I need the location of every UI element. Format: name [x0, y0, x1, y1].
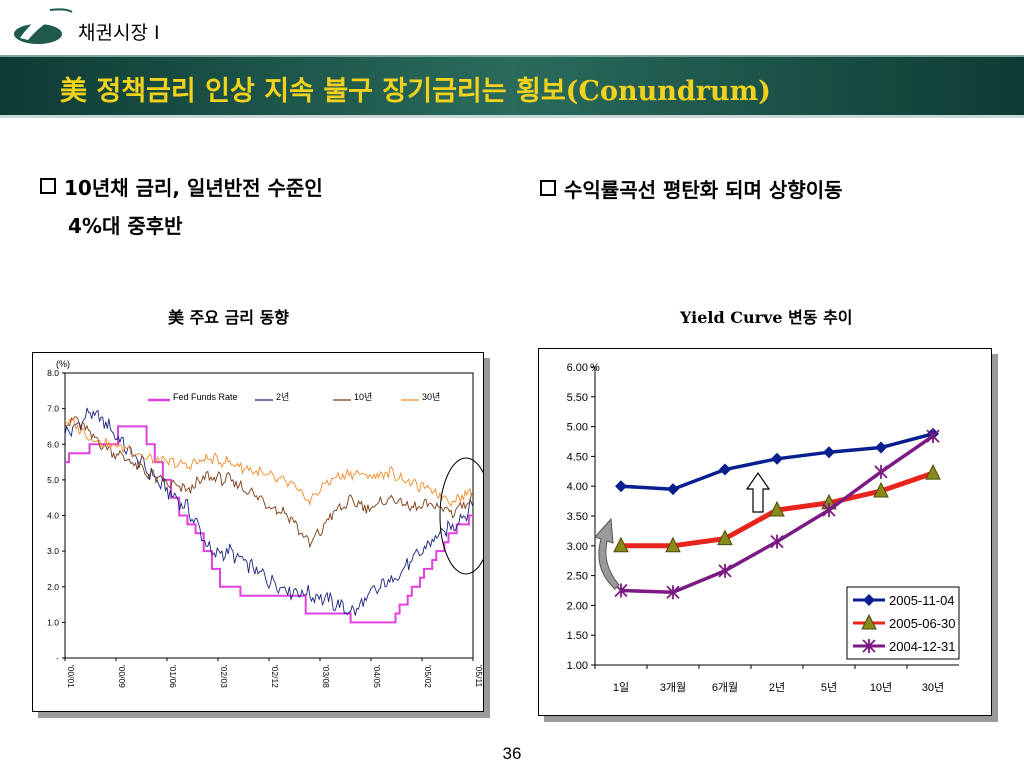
y-tick-label: 4.0	[47, 511, 59, 521]
y-tick-label: 5.00	[567, 422, 588, 434]
y-unit-label: (%)	[56, 359, 70, 369]
x-tick-label: '03/08	[321, 665, 331, 688]
x-tick-label: 2년	[769, 681, 785, 694]
title-banner: 美 정책금리 인상 지속 불구 장기금리는 횡보(Conundrum)	[0, 55, 1024, 118]
curved-arrow-icon	[594, 517, 620, 590]
y-tick-label: 5.0	[47, 475, 59, 485]
marker-triangle	[769, 500, 785, 517]
marker-asterisk	[874, 464, 888, 479]
x-tick-label: '05/02	[423, 665, 433, 688]
marker-asterisk	[718, 563, 732, 578]
y-tick-label: -	[56, 653, 59, 663]
legend-label: 2005-11-04	[889, 593, 955, 608]
x-tick-label: 30년	[922, 681, 944, 694]
y-tick-label: 4.00	[567, 481, 588, 493]
x-tick-label: '02/03	[219, 665, 229, 688]
marker-triangle	[613, 536, 629, 553]
y-unit-label: %	[590, 362, 600, 374]
right-chart-frame: 1.00 1.50 2.00 2.50 3.00 3.50 4.00 4.50 5.00 5.50…	[538, 348, 992, 716]
page-number: 36	[502, 744, 522, 763]
x-tick-label: 1일	[613, 680, 629, 694]
y-tick-label: 1.50	[567, 630, 588, 642]
y-tick-label: 3.50	[567, 511, 588, 523]
yield-curve-chart: 1.00 1.50 2.00 2.50 3.00 3.50 4.00 4.50 5.00 5.50…	[567, 362, 960, 694]
left-chart-title: 美 주요 금리 동향	[168, 308, 290, 327]
checkbox-bullet-icon	[540, 180, 556, 196]
marker-diamond	[667, 483, 679, 496]
y-tick-label: 8.0	[47, 368, 59, 378]
y-tick-label: 3.00	[567, 541, 588, 553]
y-tick-label: 2.00	[567, 600, 588, 612]
company-logo	[14, 8, 73, 44]
marker-diamond	[823, 446, 835, 459]
marker-diamond	[771, 452, 783, 465]
x-tick-label: '02/12	[270, 665, 280, 688]
legend-label: 30년	[422, 392, 440, 402]
series-line-10년	[64, 416, 474, 549]
right-chart-title: Yield Curve 변동 추이	[680, 308, 853, 327]
bullet-left-line2: 4%대 중후반	[68, 214, 183, 238]
checkbox-bullet-icon	[40, 178, 56, 194]
legend-label: 2005-06-30	[889, 616, 956, 631]
series-line-2년	[64, 407, 474, 616]
bullet-left-line1: 10년채 금리, 일년반전 수준인	[64, 176, 323, 200]
x-tick-label: 3개월	[660, 681, 686, 694]
plot-area	[64, 372, 474, 659]
left-chart-frame: (%) - 1.0 2.0 3.0 4.0 5.0 6.0 7.0 8.0 '00/01 '00/09…	[32, 352, 493, 712]
y-tick-label: 5.50	[567, 392, 588, 404]
marker-asterisk	[666, 585, 680, 600]
series-line-30년	[64, 417, 474, 508]
marker-triangle	[925, 463, 941, 480]
up-arrow-icon	[745, 471, 771, 513]
y-tick-label: 2.0	[47, 582, 59, 592]
marker-asterisk	[862, 639, 876, 653]
x-tick-label: '04/05	[372, 665, 382, 688]
marker-diamond	[719, 463, 731, 476]
marker-triangle	[861, 613, 877, 630]
y-tick-label: 6.0	[47, 439, 59, 449]
y-tick-label: 3.0	[47, 546, 59, 556]
legend-label: Fed Funds Rate	[173, 392, 238, 402]
y-tick-label: 1.00	[567, 660, 588, 672]
x-tick-label: 6개월	[712, 681, 738, 694]
legend-label: 10년	[354, 392, 372, 402]
marker-triangle	[717, 529, 733, 546]
marker-triangle	[873, 481, 889, 498]
legend-label: 2년	[276, 392, 289, 402]
bullet-right-text: 수익률곡선 평탄화 되며 상향이동	[564, 178, 843, 202]
x-tick-label: '00/09	[117, 665, 127, 688]
x-tick-label: 10년	[870, 681, 892, 694]
marker-asterisk	[770, 534, 784, 549]
x-tick-label: '05/11	[474, 665, 483, 688]
marker-diamond	[875, 441, 887, 454]
y-tick-label: 7.0	[47, 404, 59, 414]
bullet-right: 수익률곡선 평탄화 되며 상향이동	[540, 174, 843, 203]
marker-asterisk	[926, 429, 940, 444]
x-tick-label: '01/06	[168, 665, 178, 688]
bullet-left: 10년채 금리, 일년반전 수준인	[40, 172, 323, 201]
x-tick-label: 5년	[821, 681, 837, 694]
page-title: 美 정책금리 인상 지속 불구 장기금리는 횡보(Conundrum)	[60, 76, 771, 107]
section-title: 채권시장 I	[78, 22, 160, 44]
y-tick-label: 2.50	[567, 571, 588, 583]
series-line-Fed Funds Rate	[65, 425, 473, 624]
y-tick-label: 4.50	[567, 451, 588, 463]
marker-diamond	[863, 594, 875, 606]
marker-diamond	[615, 480, 627, 493]
marker-asterisk	[822, 503, 836, 518]
y-tick-label: 6.00	[567, 362, 588, 374]
x-tick-label: '00/01	[66, 665, 76, 688]
marker-triangle	[665, 536, 681, 553]
legend-label: 2004-12-31	[889, 639, 956, 654]
left-rate-chart: (%) - 1.0 2.0 3.0 4.0 5.0 6.0 7.0 8.0 '00/01 '00/09…	[47, 359, 493, 688]
y-tick-label: 1.0	[47, 617, 59, 627]
